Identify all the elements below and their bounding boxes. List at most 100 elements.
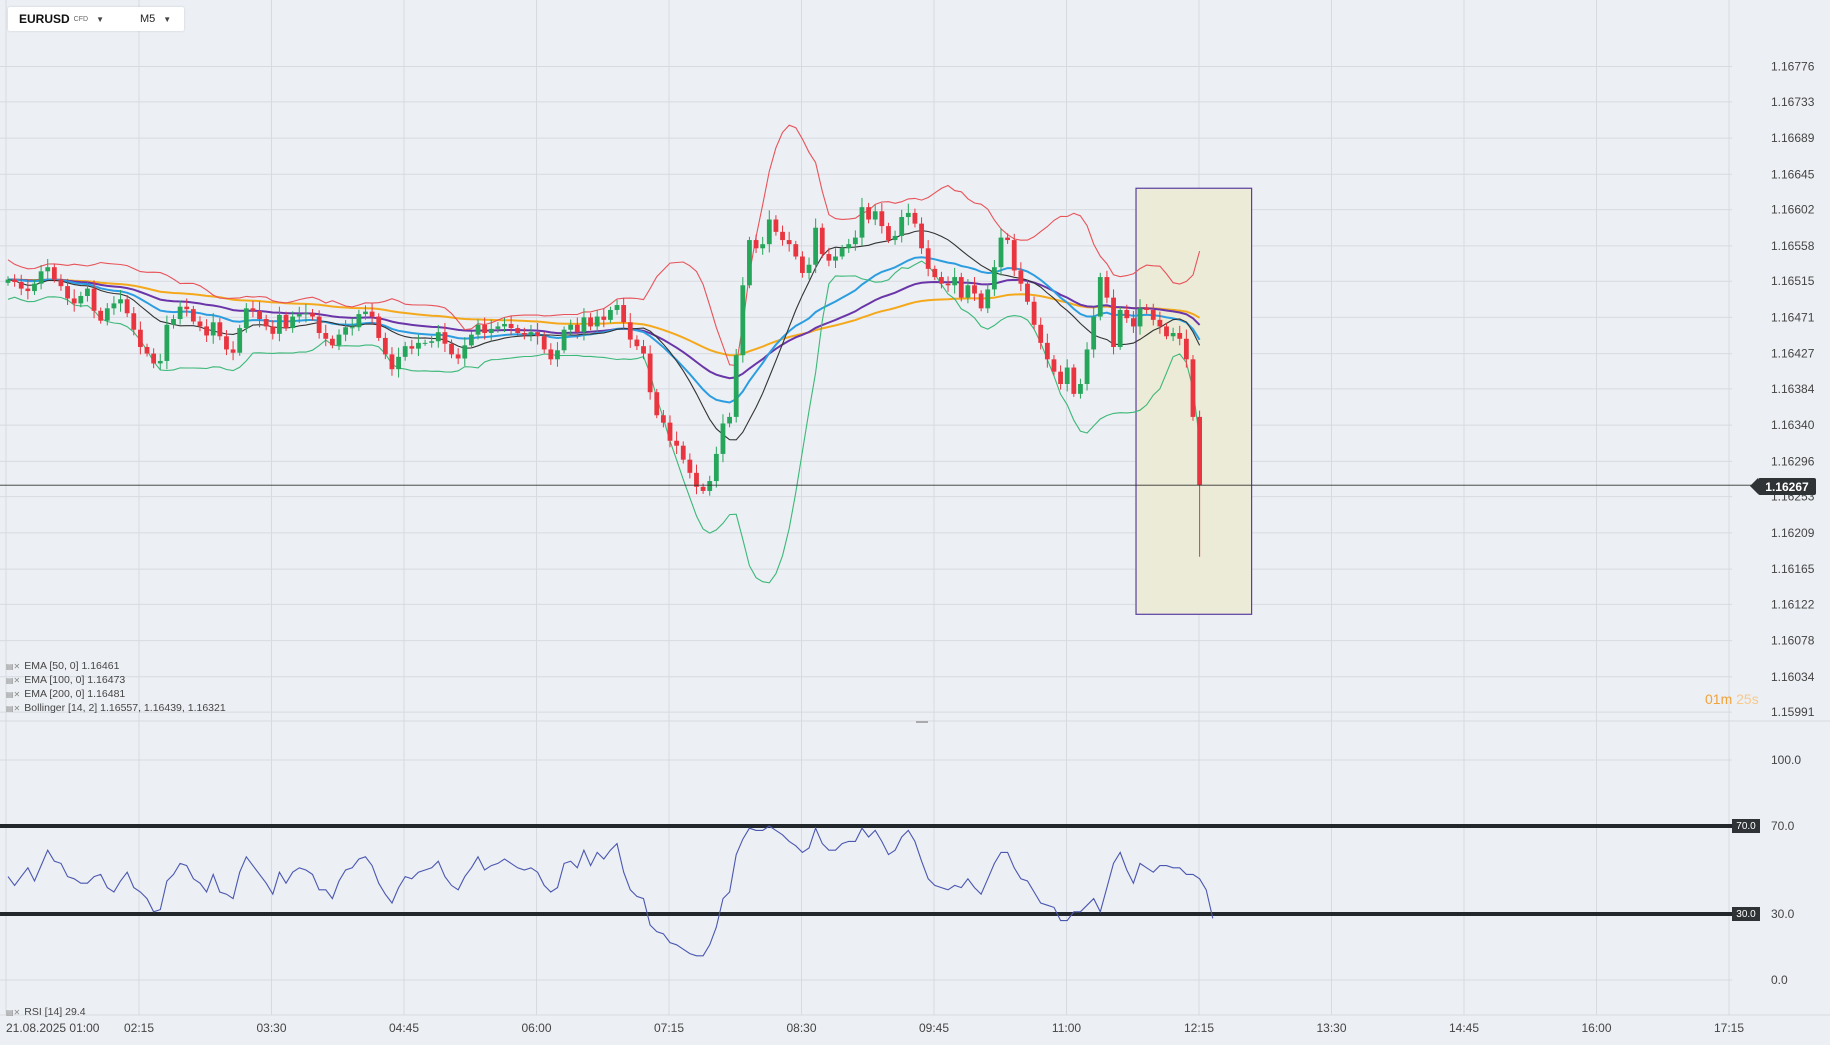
candle-body [1078,384,1083,394]
candle-body [1137,308,1143,327]
candle-body [131,313,137,330]
candle-body [654,392,660,416]
candle-body [939,277,944,284]
pane-resize-handle[interactable] [916,721,928,723]
rsi-panel: 100.0 70.0 30.0 0.0 [0,753,1801,987]
y-tick-label: 1.16209 [1771,526,1815,540]
y-tick-label: 1.16427 [1771,347,1815,361]
y-tick-label: 1.16165 [1771,562,1815,576]
y-tick-label: 1.16122 [1771,597,1815,611]
candle-body [58,279,64,287]
candle-body [680,445,686,460]
candle-body [303,313,309,315]
candle-body [508,323,514,329]
candle-body [237,328,243,353]
candle-body [965,285,971,298]
rsi-tick-label: 70.0 [1771,819,1795,833]
candle-body [488,328,494,334]
candle-body [1190,359,1196,417]
candle-body [1144,308,1150,310]
timeframe-dropdown-icon[interactable]: ▼ [163,14,172,24]
symbol-selector[interactable]: EURUSD CFD ▼ M5 ▼ [8,7,184,31]
candle-body [224,336,229,350]
candle-body [402,346,408,357]
symbol-dropdown-icon[interactable]: ▼ [96,14,104,24]
y-tick-label: 1.16776 [1771,60,1815,74]
settings-close-icon[interactable]: ▤✕ [6,676,21,685]
candle-body [786,240,792,245]
settings-close-icon[interactable]: ▤✕ [6,1008,21,1017]
candle-body [1131,318,1136,327]
candle-body [190,309,196,322]
y-tick-label: 1.16471 [1771,310,1815,324]
candle-body [1025,283,1030,302]
rsi-tick-label: 100.0 [1771,753,1801,767]
x-tick-label: 08:30 [786,1021,816,1035]
candle-body [912,212,918,224]
candle-body [608,309,613,320]
legend-ema100[interactable]: ▤✕ EMA [100, 0] 1.16473 [6,674,125,686]
candle-body [819,227,825,255]
candle-body [581,317,587,333]
legend-ema200[interactable]: ▤✕ EMA [200, 0] 1.16481 [6,688,125,700]
candle-body [5,279,11,283]
candle-body [1058,371,1063,384]
candle-body [1031,301,1037,325]
candle-body [197,321,203,327]
legend-bollinger[interactable]: ▤✕ Bollinger [14, 2] 1.16557, 1.16439, 1.… [6,702,226,714]
settings-close-icon[interactable]: ▤✕ [6,662,21,671]
candle-body [568,324,574,330]
candle-body [694,472,699,487]
candle-body [217,322,223,337]
candle-body [806,264,812,273]
y-tick-label: 1.16602 [1771,203,1815,217]
candle-body [138,329,143,347]
candle-body [766,219,772,245]
candle-body [760,244,766,249]
candle-body [38,271,44,284]
timeframe-value[interactable]: M5 [139,13,156,25]
candle-body [263,319,269,327]
x-tick-label: 17:15 [1714,1021,1744,1035]
rsi-overbought-tag: 70.0 [1732,819,1760,833]
candle-body [800,256,805,273]
candle-body [71,298,77,304]
candle-body [363,311,368,315]
candle-body [230,349,236,353]
candle-body [601,316,607,320]
candle-body [1197,416,1202,486]
bollinger-middle-line [7,230,1201,441]
candle-body [826,254,832,261]
candle-body [18,282,24,289]
candle-body [1124,309,1130,319]
legend-ema50-text: EMA [50, 0] 1.16461 [24,660,120,672]
candle-body [442,332,448,344]
candle-body [780,231,785,241]
candle-body [925,248,931,269]
y-tick-label: 1.16340 [1771,418,1815,432]
legend-bollinger-text: Bollinger [14, 2] 1.16557, 1.16439, 1.16… [24,702,226,714]
countdown-seconds: 25s [1736,691,1759,707]
candle-body [1150,309,1156,320]
settings-close-icon[interactable]: ▤✕ [6,690,21,699]
candle-body [548,349,554,360]
legend-rsi[interactable]: ▤✕ RSI [14] 29.4 [6,1006,86,1018]
settings-close-icon[interactable]: ▤✕ [6,704,21,713]
candle-body [998,237,1004,268]
symbol-name[interactable]: EURUSD [19,12,70,26]
candle-body [621,305,627,323]
x-tick-label: 06:00 [521,1021,551,1035]
candle-body [323,333,329,339]
candle-body [32,283,37,292]
rsi-oversold-tag: 30.0 [1732,907,1760,921]
candle-body [879,211,885,227]
legend-ema50[interactable]: ▤✕ EMA [50, 0] 1.16461 [6,660,119,672]
candle-body [574,324,580,333]
candle-body [727,416,732,424]
candle-body [859,207,865,238]
candle-body [210,322,216,336]
candle-body [1091,316,1097,350]
legend-ema100-text: EMA [100, 0] 1.16473 [24,674,126,686]
candle-body [204,326,209,336]
